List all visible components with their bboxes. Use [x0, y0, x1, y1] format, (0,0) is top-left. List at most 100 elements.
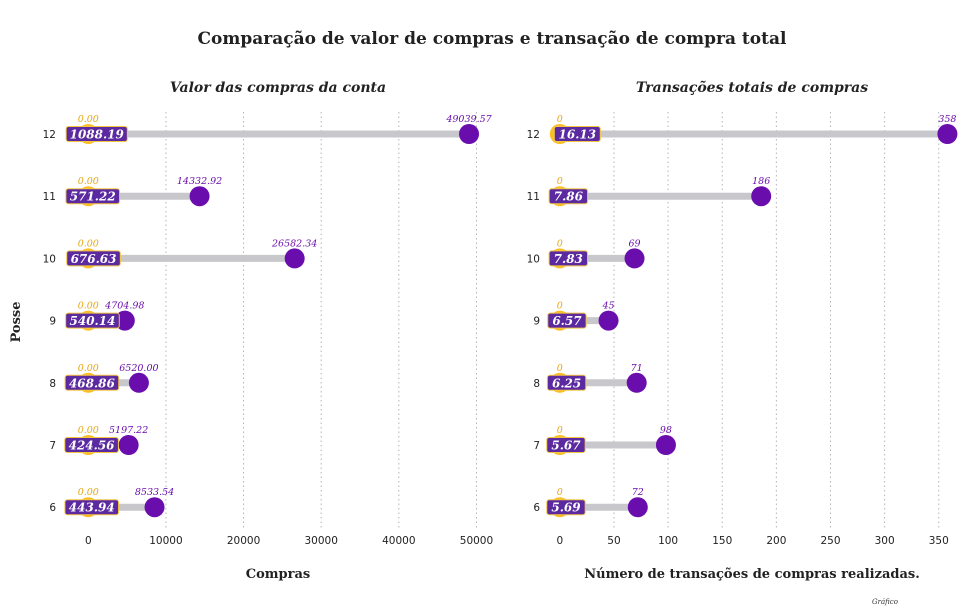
max-point	[128, 372, 149, 393]
min-label: 0	[557, 238, 563, 249]
min-label: 0.00	[78, 425, 99, 436]
max-point	[751, 186, 772, 207]
mean-label-box	[64, 437, 119, 453]
max-label: 71	[631, 363, 643, 374]
max-label: 98	[660, 425, 672, 436]
y-tick-label: 11	[527, 191, 540, 203]
y-tick-label: 12	[43, 129, 56, 141]
mean-label: 7.86	[554, 190, 584, 204]
min-label: 0	[557, 363, 563, 374]
x-tick-label: 300	[875, 535, 895, 547]
chart-left-title: Valor das compras da conta	[170, 80, 386, 96]
chart-left: Valor das compras da conta Compras 0 1000…	[43, 80, 494, 582]
mean-label: 468.86	[69, 376, 116, 390]
mean-label-box	[65, 312, 120, 329]
mean-label-box	[546, 374, 587, 391]
max-label: 69	[628, 238, 640, 249]
min-label: 0.00	[78, 238, 99, 249]
max-point	[937, 124, 958, 144]
min-label: 0	[557, 425, 563, 436]
x-tick-label: 100	[658, 535, 678, 547]
mean-label: 5.69	[551, 501, 581, 515]
max-point	[627, 497, 648, 518]
chart-right-title: Transações totais de compras	[636, 79, 868, 96]
mean-label: 424.56	[69, 439, 116, 453]
figure-suptitle: Comparação de valor de compras e transaç…	[198, 29, 787, 49]
max-point	[144, 497, 165, 518]
y-tick-label: 8	[533, 378, 540, 390]
chart-left-plot: 0 10000 20000 30000 40000 50000 12 0.00 49039.57…	[43, 112, 493, 547]
y-tick-label: 9	[533, 316, 540, 328]
chart-right: Transações totais de compras Número de t…	[527, 79, 958, 582]
min-label: 0	[557, 176, 563, 187]
mean-label: 676.63	[71, 252, 117, 266]
min-label: 0	[557, 487, 563, 498]
chart-right-xlabel: Número de transações de compras realizad…	[584, 567, 920, 582]
max-point	[284, 248, 305, 269]
mean-label: 540.14	[70, 314, 116, 328]
max-label: 6520.00	[119, 363, 158, 374]
mean-label-box	[66, 250, 121, 267]
x-tick-label: 50000	[460, 535, 493, 547]
max-point	[118, 435, 139, 455]
max-label: 8533.54	[135, 487, 174, 498]
min-label: 0.00	[78, 176, 99, 187]
max-point	[655, 435, 676, 455]
min-label: 0.00	[78, 487, 99, 498]
y-tick-label: 12	[527, 129, 540, 141]
mean-label: 6.57	[552, 314, 582, 328]
x-tick-label: 0	[85, 535, 92, 547]
mean-label-box	[64, 374, 120, 391]
max-label: 358	[938, 114, 956, 125]
max-label: 26582.34	[271, 238, 317, 249]
max-label: 14332.92	[177, 176, 222, 187]
max-label: 49039.57	[445, 114, 492, 125]
figure-ylabel: Posse	[9, 301, 24, 342]
max-label: 45	[601, 301, 614, 312]
mean-label-box	[546, 437, 586, 453]
mean-label-box	[547, 312, 587, 329]
y-tick-label: 9	[49, 316, 56, 328]
max-point	[598, 310, 619, 331]
x-tick-label: 250	[820, 535, 840, 547]
y-tick-label: 7	[49, 440, 56, 452]
x-tick-label: 20000	[227, 535, 260, 547]
mean-label: 443.94	[69, 501, 115, 515]
max-point	[189, 186, 210, 207]
x-tick-label: 0	[556, 535, 563, 547]
y-tick-label: 10	[527, 253, 540, 265]
y-tick-label: 10	[43, 253, 56, 265]
mean-label-box	[548, 250, 589, 267]
y-tick-label: 8	[49, 378, 56, 390]
mean-label-box	[553, 126, 601, 142]
min-label: 0	[557, 301, 563, 312]
y-tick-label: 6	[49, 502, 56, 514]
max-label: 72	[632, 487, 644, 498]
x-tick-label: 200	[766, 535, 786, 547]
max-point	[459, 124, 480, 144]
mean-label-box	[65, 188, 121, 205]
min-label: 0.00	[78, 363, 99, 374]
y-tick-label: 11	[43, 191, 56, 203]
mean-label-box	[546, 499, 586, 516]
min-label: 0	[557, 114, 563, 125]
mean-label-box	[64, 499, 120, 516]
max-point	[114, 310, 135, 331]
max-point	[626, 372, 647, 393]
mean-label-box	[65, 126, 128, 142]
max-label: 5197.22	[109, 425, 148, 436]
mean-label: 5.67	[551, 439, 581, 453]
mean-label: 16.13	[559, 128, 597, 142]
x-tick-label: 40000	[382, 535, 415, 547]
x-tick-label: 50	[607, 535, 620, 547]
mean-label: 6.25	[552, 376, 581, 390]
min-label: 0.00	[78, 301, 99, 312]
x-tick-label: 350	[929, 535, 949, 547]
y-tick-label: 6	[533, 502, 540, 514]
chart-left-xlabel: Compras	[246, 567, 310, 582]
x-tick-label: 30000	[304, 535, 337, 547]
mean-label: 7.83	[554, 252, 583, 266]
figure-footnote: Gráfico	[872, 598, 898, 606]
